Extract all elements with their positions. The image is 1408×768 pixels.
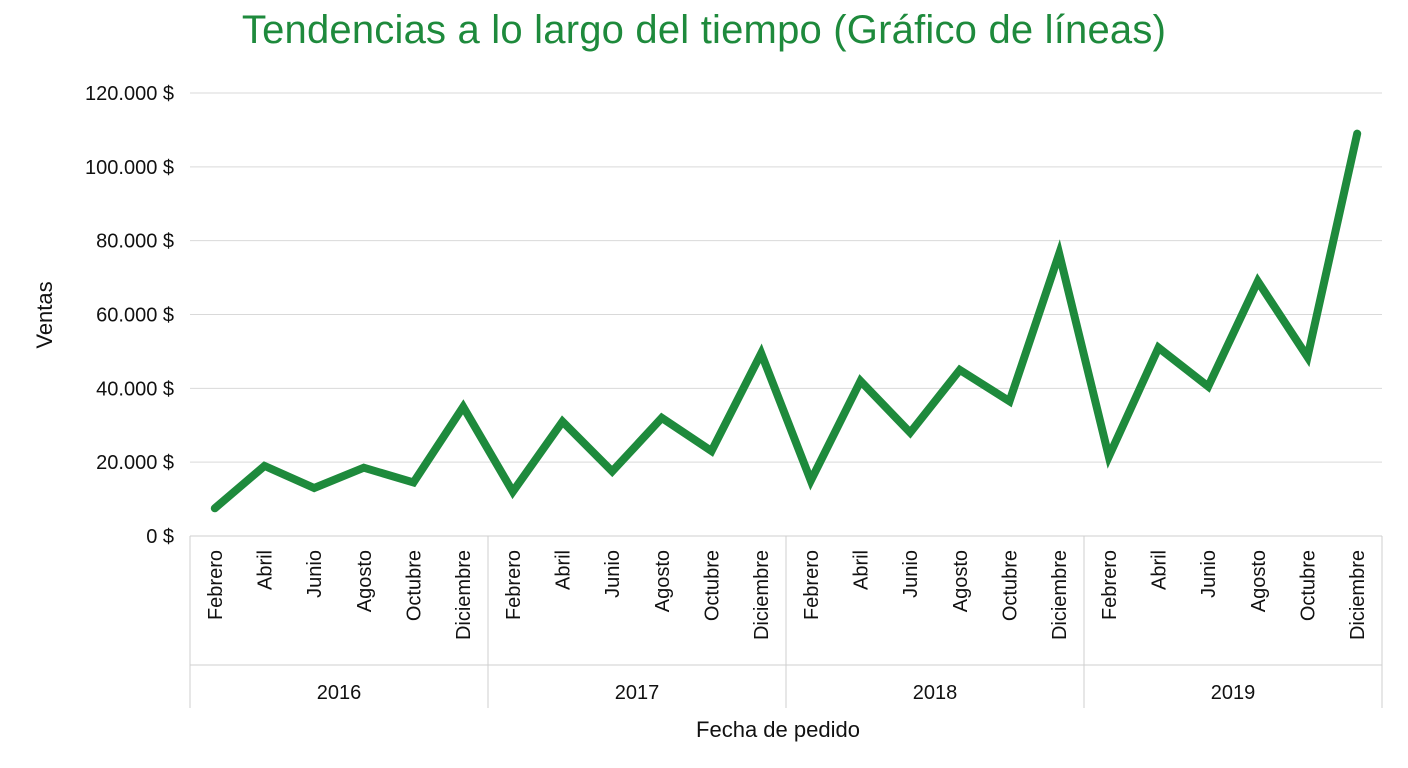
year-label: 2019 <box>1211 682 1256 704</box>
y-tick-label: 20.000 $ <box>96 452 174 474</box>
x-tick-label: Febrero <box>205 550 227 620</box>
y-tick-label: 40.000 $ <box>96 378 174 400</box>
x-tick-label: Abril <box>553 550 575 590</box>
gridlines <box>190 92 1382 463</box>
series-line <box>210 129 1362 513</box>
chart-title: Tendencias a lo largo del tiempo (Gráfic… <box>241 8 1167 52</box>
x-tick-label: Junio <box>602 550 624 598</box>
x-tick-label: Agosto <box>354 550 376 612</box>
x-tick-label: Abril <box>851 550 873 590</box>
year-label: 2018 <box>913 682 958 704</box>
x-tick-label: Diciembre <box>1049 550 1071 640</box>
x-tick-label: Agosto <box>652 550 674 612</box>
x-tick-label: Febrero <box>801 550 823 620</box>
x-tick-label: Abril <box>1149 550 1171 590</box>
y-tick-label: 0 $ <box>146 526 174 548</box>
x-tick-label: Diciembre <box>1347 550 1369 640</box>
x-tick-label: Abril <box>255 550 277 590</box>
x-axis-title: Fecha de pedido <box>696 717 860 742</box>
x-tick-label: Octubre <box>404 550 426 621</box>
y-tick-label: 60.000 $ <box>96 305 174 327</box>
x-tick-label: Octubre <box>1298 550 1320 621</box>
x-tick-label: Agosto <box>1248 550 1270 612</box>
y-tick-label: 120.000 $ <box>85 83 174 105</box>
x-tick-label: Febrero <box>503 550 525 620</box>
x-tick-label: Diciembre <box>453 550 475 640</box>
x-axis <box>189 535 1383 708</box>
x-tick-label: Febrero <box>1099 550 1121 620</box>
x-tick-label: Junio <box>900 550 922 598</box>
x-tick-label: Diciembre <box>751 550 773 640</box>
x-axis-labels: Febrero Abril Junio Agosto Octubre Diciembre 2… <box>205 550 1369 704</box>
x-tick-label: Agosto <box>950 550 972 612</box>
x-tick-label: Junio <box>304 550 326 598</box>
x-tick-label: Octubre <box>702 550 724 621</box>
series-layer <box>210 129 1362 513</box>
y-tick-label: 80.000 $ <box>96 231 174 253</box>
year-label: 2017 <box>615 682 660 704</box>
y-axis-title: Ventas <box>32 281 57 348</box>
year-label: 2016 <box>317 682 362 704</box>
y-tick-label: 100.000 $ <box>85 157 174 179</box>
y-axis: 0 $ 20.000 $ 40.000 $ 60.000 $ 80.000 $ 100.0… <box>85 83 174 548</box>
x-tick-label: Junio <box>1198 550 1220 598</box>
x-tick-label: Octubre <box>1000 550 1022 621</box>
